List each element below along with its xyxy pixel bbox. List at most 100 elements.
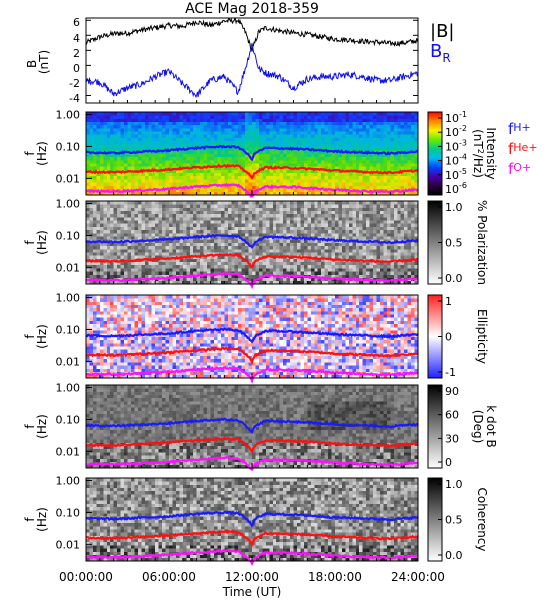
spectrogram-cell: [155, 264, 160, 269]
spectrogram-cell: [137, 232, 142, 237]
spectrogram-cell: [210, 153, 215, 158]
spectrogram-cell: [113, 248, 118, 253]
spectrogram-cell: [207, 223, 211, 227]
spectrogram-cell: [203, 127, 208, 132]
spectrogram-cell: [110, 185, 115, 190]
spectrogram-cell: [265, 226, 270, 231]
spectrogram-cell: [272, 182, 277, 186]
spectrogram-cell: [165, 248, 170, 253]
spectrogram-cell: [231, 274, 236, 279]
spectrogram-cell: [293, 280, 298, 285]
spectrogram-cell: [158, 137, 163, 142]
spectrogram-cell: [411, 179, 415, 183]
spectrogram-cell: [203, 156, 208, 161]
spectrogram-cell: [362, 261, 367, 266]
spectrogram-cell: [262, 112, 267, 116]
spectrogram-cell: [407, 172, 412, 177]
spectrogram-cell: [96, 223, 101, 227]
spectrogram-cell: [200, 220, 204, 224]
spectrogram-cell: [182, 201, 187, 205]
spectrogram-cell: [127, 127, 132, 132]
spectrogram-cell: [359, 118, 364, 122]
spectrogram-cell: [245, 220, 249, 224]
spectrogram-cell: [241, 112, 246, 116]
spectrogram-cell: [404, 191, 409, 196]
spectrogram-cell: [307, 156, 312, 161]
spectrogram-cell: [220, 131, 225, 135]
spectrogram-cell: [117, 242, 121, 247]
spectrogram-cell: [213, 210, 218, 215]
spectrogram-cell: [169, 261, 173, 266]
spectrogram-cell: [196, 163, 201, 167]
spectrogram-cell: [179, 182, 184, 186]
spectrogram-cell: [210, 248, 215, 253]
spectrogram-cell: [269, 261, 274, 266]
spectrogram-cell: [383, 156, 388, 161]
spectrogram-cell: [103, 204, 108, 208]
spectrogram-cell: [272, 242, 277, 247]
spectrogram-cell: [137, 268, 142, 272]
spectrogram-cell: [379, 245, 384, 250]
spectrogram-cell: [290, 150, 294, 154]
spectrogram-cell: [144, 134, 149, 138]
spectrogram-cell: [134, 140, 139, 145]
spectrogram-cell: [99, 112, 104, 116]
spectrogram-cell: [241, 277, 246, 282]
spectrogram-cell: [158, 216, 163, 221]
spectrogram-cell: [151, 127, 156, 132]
spectrogram-cell: [189, 201, 194, 205]
spectrogram-cell: [92, 223, 97, 227]
spectrogram-cell: [155, 179, 160, 183]
spectrogram-cell: [314, 153, 319, 158]
spectrogram-cell: [379, 159, 384, 164]
spectrogram-cell: [203, 245, 208, 250]
spectrogram-cell: [310, 248, 315, 253]
colorbar-tick-label: 10-5: [445, 167, 467, 182]
spectrogram-cell: [103, 140, 108, 145]
spectrogram-cell: [366, 156, 370, 161]
spectrogram-cell: [144, 274, 149, 279]
spectrogram-cell: [369, 137, 374, 142]
spectrogram-cell: [130, 204, 135, 208]
spectrogram-cell: [134, 118, 139, 122]
spectrogram-cell: [286, 191, 291, 196]
spectrogram-cell: [335, 207, 339, 211]
spectrogram-cell: [310, 118, 315, 122]
spectrogram-cell: [193, 277, 198, 282]
spectrogram-cell: [362, 264, 367, 269]
spectrogram-cell: [272, 169, 277, 174]
spectrogram-cell: [151, 185, 156, 190]
spectrogram-cell: [300, 252, 305, 256]
spectrogram-cell: [286, 242, 291, 247]
spectrogram-cell: [355, 118, 360, 122]
spectrogram-cell: [86, 140, 90, 145]
spectrogram-cell: [379, 220, 384, 224]
spectrogram-cell: [345, 134, 350, 138]
spectrogram-cell: [227, 255, 232, 259]
spectrogram-cell: [373, 223, 377, 227]
spectrogram-cell: [189, 137, 194, 142]
spectrogram-cell: [307, 204, 312, 208]
spectrogram-cell: [238, 223, 243, 227]
spectrogram-cell: [224, 216, 229, 221]
spectrogram-cell: [210, 143, 215, 148]
spectrogram-cell: [186, 188, 191, 193]
spectrogram-cell: [252, 252, 256, 256]
spectrogram-cell: [99, 268, 104, 272]
spectrogram-cell: [255, 252, 260, 256]
spectrogram-cell: [179, 220, 184, 224]
spectrogram-cell: [338, 204, 343, 208]
spectrogram-cell: [162, 153, 166, 158]
spectrogram-cell: [189, 239, 194, 243]
spectrogram-cell: [203, 191, 208, 196]
spectrogram-cell: [245, 255, 249, 259]
spectrogram-cell: [335, 210, 339, 215]
spectrogram-cell: [355, 147, 360, 151]
spectrogram-cell: [151, 207, 156, 211]
spectrogram-cell: [258, 124, 263, 129]
spectrogram-cell: [328, 112, 332, 116]
spectrogram-cell: [317, 140, 322, 145]
spectrogram-cell: [127, 134, 132, 138]
spectrogram-cell: [328, 261, 332, 266]
spectrogram-cell: [155, 134, 160, 138]
